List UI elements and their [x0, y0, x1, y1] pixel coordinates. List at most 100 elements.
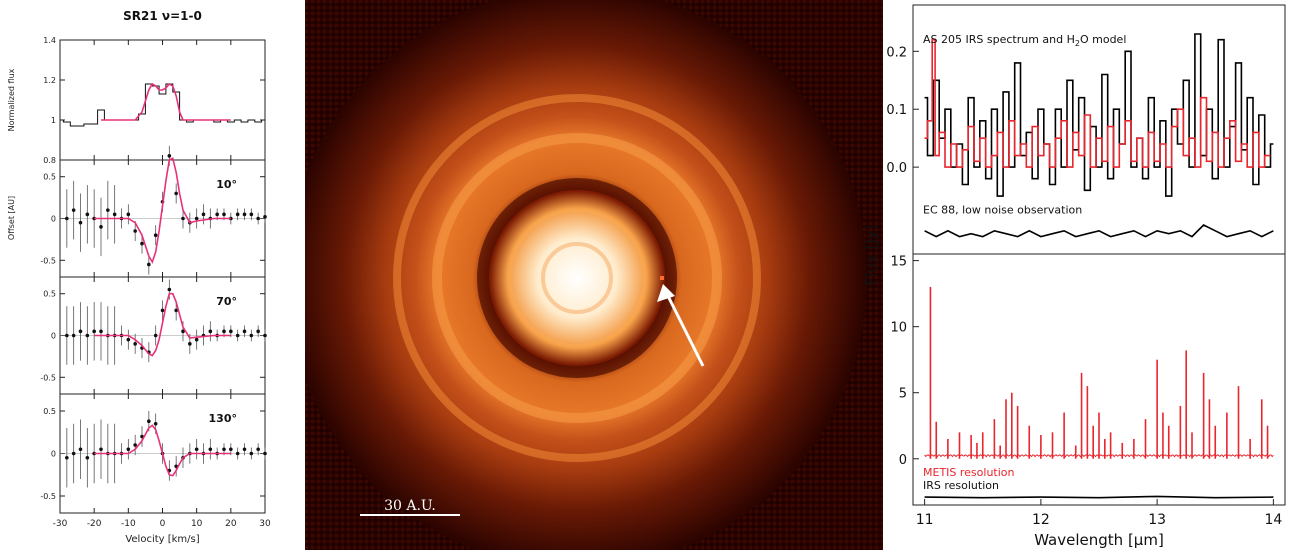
data-point [263, 215, 267, 219]
data-point [235, 333, 240, 338]
x-tick-label: 20 [225, 519, 237, 529]
data-point [235, 212, 240, 217]
data-point [263, 333, 267, 338]
annotation-ec88: EC 88, low noise observation [923, 203, 1082, 216]
y-tick-label: 0 [51, 332, 56, 341]
data-point [92, 216, 96, 221]
data-point [167, 154, 172, 158]
data-point [181, 329, 185, 334]
data-point [222, 447, 226, 452]
data-point [99, 447, 103, 452]
x-tick-label: 13 [1148, 512, 1166, 528]
data-point [256, 216, 260, 221]
data-point [188, 342, 192, 346]
data-point [160, 308, 165, 313]
y-tick-label: 1.2 [43, 76, 56, 85]
data-point [215, 212, 219, 217]
irs-label: IRS resolution [923, 479, 999, 492]
data-point [78, 329, 83, 334]
data-point [153, 333, 158, 338]
data-point [85, 333, 90, 338]
data-point [194, 337, 199, 342]
subplot-label: 10° [216, 178, 237, 191]
companion-spot [660, 276, 664, 280]
model-offset-line [94, 157, 231, 264]
y-tick-label: 1 [51, 116, 56, 125]
irs-spectrum-line [924, 33, 1274, 197]
data-point [85, 455, 90, 460]
gap-ring [477, 178, 677, 378]
data-point [208, 329, 213, 334]
data-point [222, 329, 226, 334]
data-point [126, 447, 131, 452]
x-tick-label: -10 [121, 519, 136, 529]
plot-frame [912, 4, 1286, 506]
data-point [256, 447, 260, 452]
y-tick-label: 0.5 [43, 173, 56, 182]
data-point [174, 191, 178, 196]
y-tick-label-bottom-panel: 5 [899, 387, 907, 402]
data-point [99, 225, 103, 229]
data-point [140, 434, 144, 439]
data-point [92, 451, 96, 456]
y-tick-label-bottom-panel: 0 [899, 453, 907, 468]
data-point [92, 329, 96, 334]
x-tick-label: -30 [53, 519, 68, 529]
data-point [249, 451, 254, 456]
data-point [106, 208, 110, 212]
y-tick-label-bottom-panel: 10 [890, 321, 907, 336]
data-point [222, 212, 226, 217]
data-point [181, 216, 185, 221]
h2o-model-line [924, 38, 1271, 168]
data-point [229, 447, 233, 452]
y-tick-label: -0.5 [40, 492, 56, 501]
data-point [249, 212, 254, 217]
data-point [263, 451, 267, 456]
data-point [126, 337, 131, 342]
y-tick-label: 0.8 [43, 156, 56, 165]
data-point [133, 443, 137, 447]
chart-title: SR21 ν=1-0 [123, 9, 202, 23]
data-point [256, 329, 260, 334]
data-point [71, 208, 76, 212]
data-point [133, 342, 137, 346]
disk-image-panel: 30 A.U. [287, 0, 883, 554]
ec88-spectrum-line [924, 224, 1274, 238]
x-tick-label: 14 [1264, 512, 1282, 528]
data-point [229, 329, 233, 334]
data-point [140, 241, 144, 246]
scale-label: 30 A.U. [384, 498, 436, 514]
x-tick-label: 11 [916, 512, 934, 528]
outer-ring [393, 94, 761, 462]
data-point [235, 451, 240, 456]
x-axis-label: Wavelength [μm] [1034, 531, 1164, 549]
y-tick-label: -0.5 [40, 256, 56, 265]
arrow-head [657, 284, 675, 302]
spectrum-chart: 0.0 0.1 0.2 0 5 10 15 11 12 13 14 Wavelength [μm] Fl… [862, 4, 1286, 549]
subplot-frame [59, 39, 266, 161]
data-point [242, 447, 247, 452]
y-tick-label: 0.5 [43, 407, 56, 416]
data-point [78, 447, 83, 452]
y-tick-label-bottom-panel: 15 [890, 255, 907, 270]
y-tick-label-top-panel: 0.0 [886, 161, 907, 176]
spectroastrometry-chart: SR21 ν=1-0 0.8 1 1.2 1.4 -0.5 0 0.5 10° -0.5 0 0.5 7… [7, 9, 271, 545]
model-offset-line [94, 292, 231, 357]
data-point [194, 447, 199, 452]
x-tick-label: 12 [1032, 512, 1050, 528]
y-axis-label: Flux [Jy] [862, 225, 880, 286]
middle-ring [432, 133, 722, 423]
arrow-shaft [665, 293, 705, 367]
data-point [167, 287, 172, 292]
data-point [99, 329, 103, 334]
data-point [133, 229, 137, 233]
model-flux-line [101, 82, 231, 121]
subplot-label: 130° [209, 412, 237, 425]
data-point [229, 216, 233, 221]
data-point [242, 329, 247, 334]
data-point [249, 333, 254, 338]
data-point [174, 308, 178, 313]
model-offset-line [94, 424, 231, 477]
data-point [78, 220, 83, 225]
data-point [71, 451, 76, 456]
